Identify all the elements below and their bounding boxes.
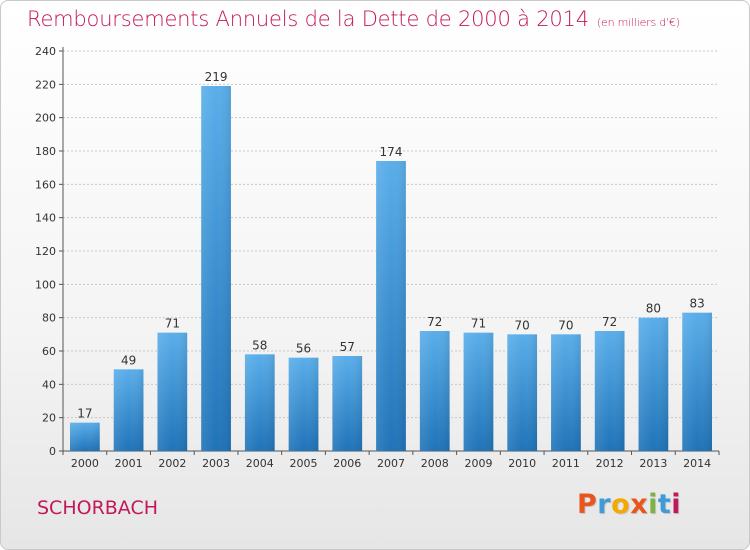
logo-letter: t — [657, 489, 672, 520]
logo-letter: x — [630, 489, 649, 520]
x-tick-label: 2013 — [639, 457, 667, 470]
chart-title: Remboursements Annuels de la Dette de 20… — [27, 7, 680, 31]
bar-shine — [332, 356, 363, 451]
x-tick-label: 2011 — [552, 457, 580, 470]
data-label: 80 — [646, 302, 661, 316]
data-label: 71 — [165, 317, 180, 331]
y-tick-label: 40 — [42, 378, 56, 391]
proxiti-logo: Proxiti — [577, 489, 681, 520]
x-tick-label: 2000 — [71, 457, 99, 470]
bar-shine — [594, 331, 625, 451]
x-tick-label: 2009 — [464, 457, 492, 470]
bar-shine — [244, 354, 275, 451]
data-label: 72 — [427, 315, 442, 329]
data-label: 57 — [340, 340, 355, 354]
y-tick-label: 140 — [35, 212, 56, 225]
x-tick-label: 2003 — [202, 457, 230, 470]
x-tick-label: 2004 — [246, 457, 274, 470]
y-tick-label: 120 — [35, 245, 56, 258]
y-tick-label: 180 — [35, 145, 56, 158]
x-tick-label: 2007 — [377, 457, 405, 470]
y-tick-label: 240 — [35, 45, 56, 58]
bar-shine — [201, 86, 231, 451]
x-tick-label: 2008 — [421, 457, 449, 470]
bar-shine — [419, 331, 450, 451]
y-tick-label: 220 — [35, 78, 56, 91]
x-tick-label: 2012 — [596, 457, 624, 470]
data-label: 71 — [471, 317, 486, 331]
data-label: 49 — [121, 353, 136, 367]
data-label: 219 — [205, 70, 228, 84]
bar-shine — [638, 317, 669, 451]
bar-shine — [157, 332, 188, 451]
x-tick-label: 2010 — [508, 457, 536, 470]
y-tick-label: 100 — [35, 278, 56, 291]
data-label: 56 — [296, 342, 311, 356]
logo-letter: o — [611, 489, 631, 520]
bar-shine — [507, 334, 538, 451]
bar-shine — [551, 334, 581, 451]
bar-shine — [69, 422, 100, 451]
data-label: 70 — [558, 318, 573, 332]
x-tick-label: 2002 — [158, 457, 186, 470]
logo-letter: i — [648, 489, 658, 520]
y-tick-label: 20 — [42, 412, 56, 425]
x-tick-label: 2006 — [333, 457, 361, 470]
bar-shine — [288, 357, 319, 451]
x-tick-label: 2014 — [683, 457, 711, 470]
logo-letter: r — [597, 489, 612, 520]
y-tick-label: 0 — [49, 445, 56, 458]
x-tick-label: 2001 — [115, 457, 143, 470]
chart-subtitle: (en milliers d'€) — [596, 16, 680, 29]
bar-shine — [113, 369, 144, 451]
x-tick-label: 2005 — [290, 457, 318, 470]
data-label: 72 — [602, 315, 617, 329]
y-tick-label: 160 — [35, 178, 56, 191]
y-tick-label: 200 — [35, 112, 56, 125]
logo-letter: P — [577, 489, 598, 520]
bar-shine — [376, 161, 406, 451]
bars — [69, 86, 713, 451]
chart-title-text: Remboursements Annuels de la Dette de 20… — [27, 7, 589, 31]
data-label: 83 — [689, 297, 704, 311]
y-tick-label: 80 — [42, 312, 56, 325]
data-label: 17 — [77, 407, 92, 421]
bar-shine — [682, 312, 713, 451]
town-name: SCHORBACH — [37, 497, 159, 519]
logo-letter: i — [671, 489, 682, 520]
data-label: 174 — [380, 145, 403, 159]
bar-shine — [463, 332, 494, 451]
data-label: 58 — [252, 338, 267, 352]
data-label: 70 — [515, 318, 530, 332]
labels: 0 20 40 60 80 100 120 140 160 180 200 220 240 2000 17 2… — [35, 45, 711, 470]
y-tick-label: 60 — [42, 345, 56, 358]
